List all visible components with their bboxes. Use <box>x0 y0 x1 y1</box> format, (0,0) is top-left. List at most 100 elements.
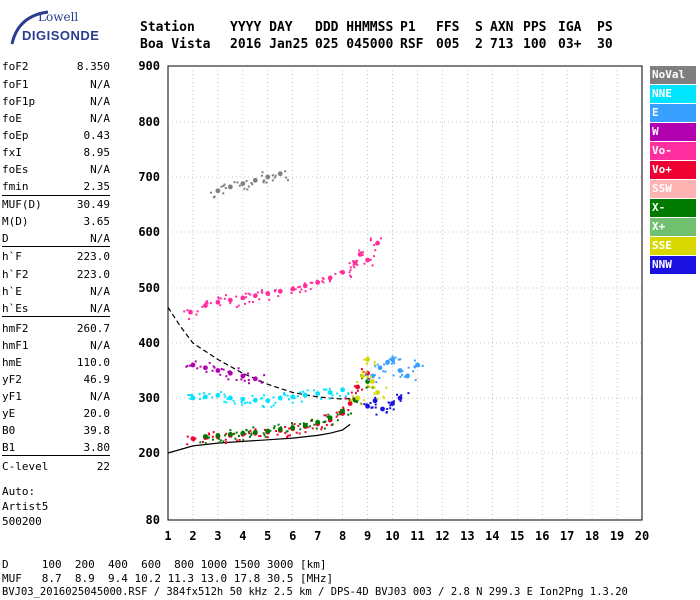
echo-dot <box>414 379 417 382</box>
header-row2-cell: RSF <box>400 37 424 52</box>
echo-dot <box>365 362 368 365</box>
echo-dot <box>229 302 232 305</box>
param-value: 260.7 <box>76 322 110 335</box>
echo-dot <box>268 298 271 301</box>
data-point <box>188 309 193 315</box>
echo-dot <box>244 433 247 436</box>
echo-dot <box>287 398 290 401</box>
echo-dot <box>273 427 276 430</box>
echo-dot <box>246 401 249 404</box>
echo-dot <box>256 291 259 294</box>
echo-dot <box>218 441 221 444</box>
data-point <box>252 293 258 299</box>
echo-dot <box>206 437 209 440</box>
param-value: 2.35 <box>83 180 111 193</box>
echo-dot <box>329 280 332 283</box>
echo-dot <box>220 368 223 371</box>
param-value: 223.0 <box>76 268 110 281</box>
echo-dot <box>183 310 186 313</box>
echo-dot <box>222 440 225 443</box>
echo-dot <box>369 401 372 404</box>
echo-dot <box>373 386 376 389</box>
y-tick-label: 400 <box>138 336 160 350</box>
data-point <box>240 295 246 301</box>
x-tick-label: 15 <box>510 529 524 543</box>
legend-item: SSE <box>650 237 696 255</box>
param-name: h`F <box>2 250 22 263</box>
echo-dot <box>303 282 306 285</box>
header-row1-cell: PS <box>597 20 613 35</box>
echo-dot <box>188 317 191 320</box>
echo-dot <box>353 385 356 388</box>
echo-dot <box>311 427 314 430</box>
param-value: N/A <box>90 78 110 91</box>
echo-dot <box>353 266 356 269</box>
echo-dot <box>334 272 337 275</box>
echo-dot <box>252 426 255 429</box>
echo-dot <box>273 176 276 179</box>
echo-dot <box>243 187 246 190</box>
header-row2-cell: Boa Vista <box>140 37 211 52</box>
param-name: B1 <box>2 441 16 454</box>
echo-dot <box>277 423 280 426</box>
echo-dot <box>282 392 285 395</box>
echo-dot <box>373 363 376 366</box>
echo-dot <box>243 373 246 376</box>
param-name: B0 <box>2 424 16 437</box>
echo-dot <box>310 419 313 422</box>
echo-dot <box>362 399 365 402</box>
echo-dot <box>361 388 364 391</box>
echo-dot <box>288 427 291 430</box>
echo-dot <box>401 370 404 373</box>
echo-dot <box>382 370 385 373</box>
echo-dot <box>339 270 342 273</box>
echo-dot <box>356 381 359 384</box>
echo-dot <box>323 427 326 430</box>
param-name: foF1 <box>2 78 29 91</box>
legend-item: NoVal <box>650 66 696 84</box>
y-tick-label: 600 <box>138 225 160 239</box>
footer-muf: MUF 8.7 8.9 9.4 10.2 11.3 13.0 17.8 30.5… <box>2 572 334 585</box>
echo-dot <box>198 397 201 400</box>
data-point <box>340 387 346 393</box>
echo-dot <box>375 381 378 384</box>
echo-dot <box>291 424 294 427</box>
header-row2-cell: 30 <box>597 37 613 52</box>
param-name: yF1 <box>2 390 22 403</box>
echo-dot <box>237 304 240 307</box>
echo-dot <box>304 431 307 434</box>
data-point <box>315 419 321 425</box>
echo-dot <box>309 288 312 291</box>
echo-dot <box>399 369 402 372</box>
param-row: hmF1 N/A <box>2 339 110 354</box>
x-tick-label: 12 <box>435 529 449 543</box>
echo-dot <box>190 395 193 398</box>
echo-dot <box>216 437 219 440</box>
echo-dot <box>358 249 361 252</box>
echo-dot <box>232 399 235 402</box>
echo-dot <box>384 370 387 373</box>
echo-dot <box>324 420 327 423</box>
echo-dot <box>248 435 251 438</box>
echo-dot <box>261 171 264 174</box>
echo-dot <box>208 436 211 439</box>
echo-dot <box>373 374 376 377</box>
param-row: foE N/A <box>2 112 110 127</box>
echo-dot <box>366 384 369 387</box>
param-divider <box>2 246 110 247</box>
echo-dot <box>186 443 189 446</box>
echo-dot <box>279 398 282 401</box>
param-name: hmF1 <box>2 339 29 352</box>
echo-dot <box>213 195 216 198</box>
echo-dot <box>285 436 288 439</box>
echo-dot <box>213 366 216 369</box>
echo-dot <box>364 374 367 377</box>
echo-dot <box>316 279 319 282</box>
echo-dot <box>265 181 268 184</box>
data-point <box>240 396 246 402</box>
echo-dot <box>279 291 282 294</box>
echo-dot <box>366 385 369 388</box>
echo-dot <box>220 185 223 188</box>
echo-dot <box>232 432 235 435</box>
data-point <box>265 398 271 404</box>
